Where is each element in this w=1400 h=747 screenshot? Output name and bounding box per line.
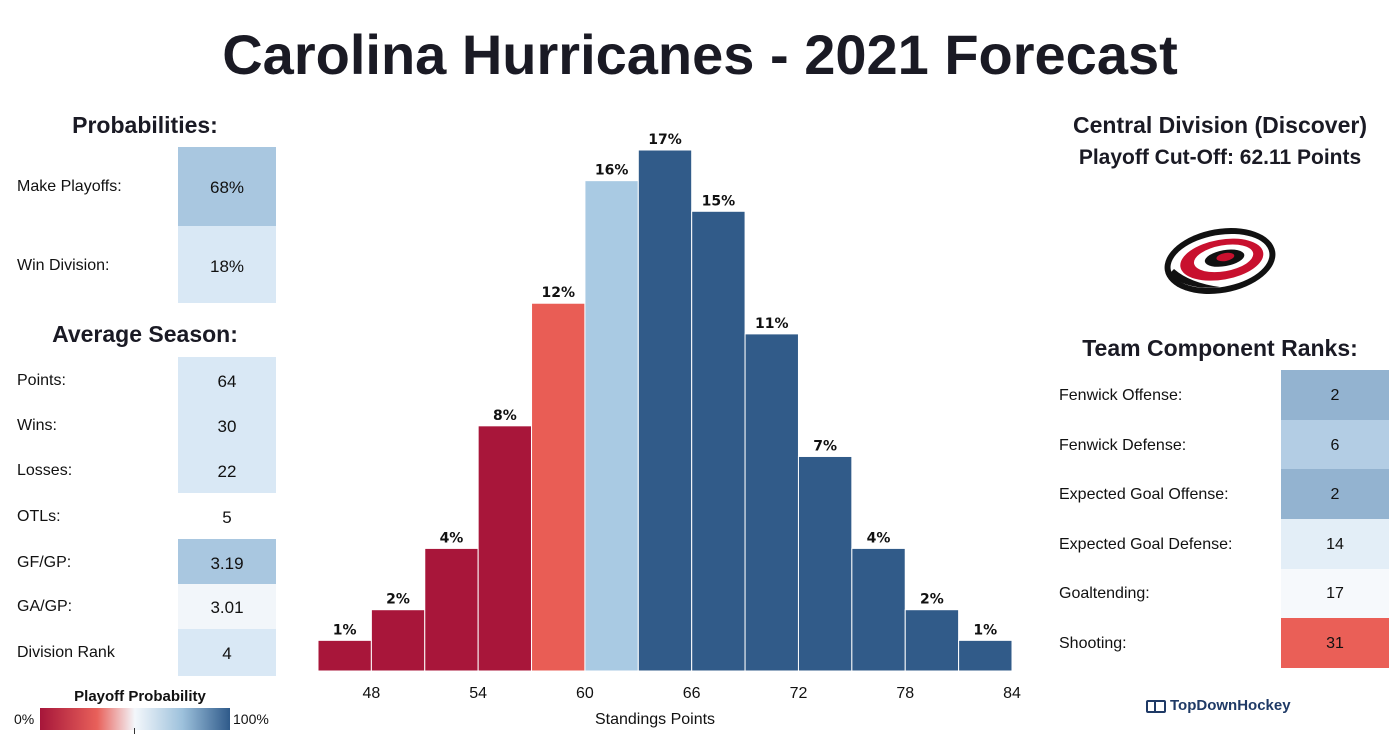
legend-midpoint-tick bbox=[134, 728, 135, 734]
otls-value: 5 bbox=[222, 508, 232, 527]
legend-title: Playoff Probability bbox=[74, 688, 206, 705]
bar-value-label: 8% bbox=[493, 408, 517, 424]
win-division-label: Win Division: bbox=[17, 257, 110, 274]
division-rank-label: Division Rank bbox=[17, 644, 115, 661]
shooting-value: 31 bbox=[1326, 635, 1344, 652]
bar-value-label: 2% bbox=[920, 592, 944, 608]
bar-value-label: 12% bbox=[541, 285, 575, 301]
gfgp-value: 3.19 bbox=[210, 554, 244, 573]
team-logo bbox=[1164, 228, 1276, 294]
bar-value-label: 1% bbox=[333, 622, 357, 638]
average-season-heading: Average Season: bbox=[52, 321, 238, 347]
division-rank-value: 4 bbox=[222, 644, 232, 663]
otls-cell bbox=[178, 493, 276, 539]
points-label: Points: bbox=[17, 372, 66, 389]
xg-offense-label: Expected Goal Offense: bbox=[1059, 486, 1229, 503]
histogram-bar bbox=[477, 425, 533, 672]
probabilities-heading: Probabilities: bbox=[72, 112, 218, 138]
division-name: Central Division (Discover) bbox=[1073, 112, 1367, 138]
histogram-bar bbox=[797, 455, 853, 672]
histogram-bar bbox=[851, 547, 906, 672]
wins-value: 30 bbox=[217, 417, 237, 436]
x-axis-label: Standings Points bbox=[595, 711, 715, 728]
otls-label: OTLs: bbox=[17, 508, 61, 525]
bar-value-label: 7% bbox=[813, 438, 837, 454]
brand-icon bbox=[1146, 700, 1166, 713]
gagp-cell bbox=[178, 584, 276, 629]
bar-value-label: 2% bbox=[386, 592, 410, 608]
bar-value-label: 4% bbox=[440, 530, 464, 546]
x-tick-label: 84 bbox=[1003, 685, 1021, 702]
histogram-bar bbox=[904, 609, 960, 672]
x-tick-label: 78 bbox=[896, 685, 914, 702]
goaltending-label: Goaltending: bbox=[1059, 585, 1150, 602]
wins-label: Wins: bbox=[17, 417, 57, 434]
histogram-bar bbox=[531, 302, 586, 672]
x-tick-label: 66 bbox=[683, 685, 701, 702]
gfgp-cell bbox=[178, 539, 276, 584]
histogram-bar bbox=[637, 149, 693, 672]
histogram-bar bbox=[958, 639, 1013, 672]
xg-offense-value: 2 bbox=[1330, 486, 1340, 503]
histogram-bar bbox=[317, 639, 372, 672]
make-playoffs-label: Make Playoffs: bbox=[17, 178, 122, 195]
x-tick-label: 72 bbox=[790, 685, 808, 702]
gagp-label: GA/GP: bbox=[17, 598, 73, 615]
brand-name: TopDownHockey bbox=[1170, 697, 1291, 714]
points-value: 64 bbox=[217, 372, 237, 391]
gfgp-label: GF/GP: bbox=[17, 554, 72, 571]
goaltending-cell bbox=[1281, 569, 1389, 618]
win-division-cell bbox=[178, 226, 276, 303]
histogram-bar bbox=[424, 547, 479, 672]
wins-cell bbox=[178, 403, 276, 448]
histogram-bar bbox=[370, 609, 426, 672]
points-cell bbox=[178, 357, 276, 403]
bar-value-label: 17% bbox=[648, 132, 682, 148]
bar-value-label: 16% bbox=[595, 163, 629, 179]
gagp-value: 3.01 bbox=[210, 598, 244, 617]
goaltending-value: 17 bbox=[1326, 585, 1344, 602]
xg-defense-cell bbox=[1281, 519, 1389, 569]
fenwick-offense-label: Fenwick Offense: bbox=[1059, 387, 1183, 404]
make-playoffs-cell bbox=[178, 147, 276, 226]
bar-value-label: 11% bbox=[755, 316, 789, 332]
bar-value-label: 15% bbox=[702, 193, 736, 209]
fenwick-offense-value: 2 bbox=[1330, 387, 1340, 404]
fenwick-offense-cell bbox=[1281, 370, 1389, 420]
fenwick-defense-cell bbox=[1281, 420, 1389, 469]
bar-value-label: 1% bbox=[973, 622, 997, 638]
histogram-bar bbox=[744, 333, 799, 672]
shooting-label: Shooting: bbox=[1059, 635, 1127, 652]
make-playoffs-value: 68% bbox=[209, 178, 245, 197]
page-title: Carolina Hurricanes - 2021 Forecast bbox=[222, 23, 1178, 86]
xg-defense-label: Expected Goal Defense: bbox=[1059, 536, 1233, 553]
histogram-bar bbox=[691, 210, 746, 672]
bar-value-label: 4% bbox=[867, 530, 891, 546]
xg-offense-cell bbox=[1281, 469, 1389, 519]
standings-points-histogram: 1% 2% 4% 8% 12% 16% 17% 15% 11% 7% 4% 2% 1% 48 54 60 66 7… bbox=[317, 132, 1021, 728]
legend-gradient bbox=[40, 708, 230, 730]
losses-label: Losses: bbox=[17, 462, 73, 479]
x-tick-label: 60 bbox=[576, 685, 594, 702]
x-tick-label: 48 bbox=[362, 685, 380, 702]
component-ranks-heading: Team Component Ranks: bbox=[1082, 335, 1358, 361]
fenwick-defense-label: Fenwick Defense: bbox=[1059, 437, 1187, 454]
histogram-bar bbox=[584, 180, 639, 672]
legend-min-label: 0% bbox=[14, 711, 35, 727]
xg-defense-value: 14 bbox=[1326, 536, 1344, 553]
division-rank-cell bbox=[178, 629, 276, 676]
fenwick-defense-value: 6 bbox=[1330, 437, 1340, 454]
x-tick-label: 54 bbox=[469, 685, 487, 702]
playoff-cutoff: Playoff Cut-Off: 62.11 Points bbox=[1078, 146, 1362, 169]
win-division-value: 18% bbox=[209, 257, 245, 276]
legend-max-label: 100% bbox=[233, 711, 269, 727]
losses-cell bbox=[178, 448, 276, 493]
shooting-cell bbox=[1281, 618, 1389, 668]
losses-value: 22 bbox=[217, 462, 237, 481]
